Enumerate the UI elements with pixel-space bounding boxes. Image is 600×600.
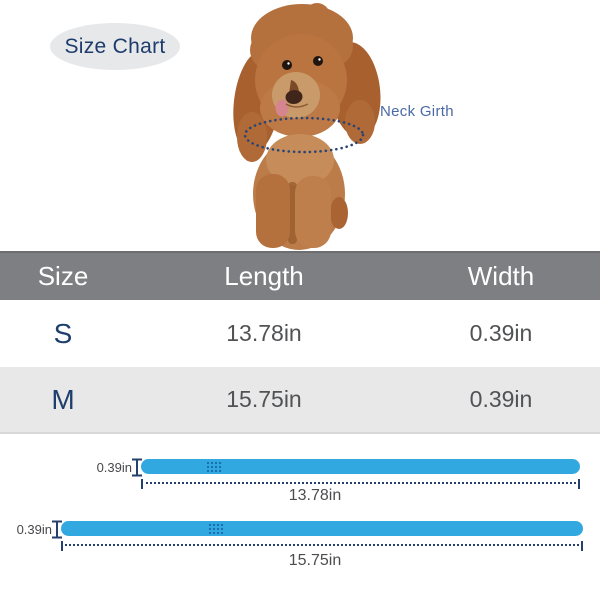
dog-photo: [233, 3, 381, 250]
dimension-tick: [578, 479, 580, 489]
size-table: Size Length Width S 13.78in 0.39in M 15.…: [0, 251, 600, 434]
header-size: Size: [37, 261, 89, 291]
neck-girth-label: Neck Girth: [380, 103, 454, 120]
strap-m-width-label: 0.39in: [16, 522, 52, 537]
ibeam-icon: [52, 520, 62, 539]
header-length: Length: [224, 261, 304, 291]
dog-mouth: [285, 103, 309, 108]
size-chart-badge-label: Size Chart: [64, 34, 166, 58]
table-row-s: S 13.78in 0.39in: [0, 300, 600, 367]
strap-s-illustration: [141, 459, 580, 474]
dog-leg-gap-shadow: [288, 182, 297, 244]
header-width: Width: [467, 261, 535, 291]
dog-hind-paw: [330, 197, 348, 229]
dog-tongue: [275, 99, 289, 117]
size-chart-badge: Size Chart: [50, 23, 180, 70]
dimension-tick: [61, 541, 63, 551]
row-s-size: S: [53, 317, 73, 349]
row-m-width: 0.39in: [469, 386, 533, 412]
dimension-tick: [141, 479, 143, 489]
table-header-row: Size Length Width: [0, 251, 600, 300]
dog-eyes: [282, 56, 323, 70]
strap-m-illustration: [61, 521, 583, 536]
neck-girth-ellipse: [243, 116, 365, 154]
dimension-tick: [581, 541, 583, 551]
strap-s-length-label: 13.78in: [288, 487, 342, 504]
row-m-size: M: [51, 383, 75, 415]
row-m-length: 15.75in: [226, 386, 302, 412]
strap-s-width-label: 0.39in: [96, 460, 132, 475]
strap-m-stitch-dots: [208, 523, 225, 534]
strap-s-dimension-line: [141, 479, 580, 489]
row-s-length: 13.78in: [226, 320, 302, 346]
strap-m-length-label: 15.75in: [288, 552, 342, 569]
dog-front-leg-right: [295, 176, 331, 248]
strap-s-stitch-dots: [206, 461, 223, 472]
dog-chest: [266, 134, 334, 186]
row-s-width: 0.39in: [469, 320, 533, 346]
table-row-m: M 15.75in 0.39in: [0, 367, 600, 434]
strap-m-dimension-line: [61, 541, 583, 551]
dog-front-leg-left: [256, 174, 290, 248]
ibeam-icon: [132, 458, 142, 477]
dog-nose: [285, 89, 303, 105]
